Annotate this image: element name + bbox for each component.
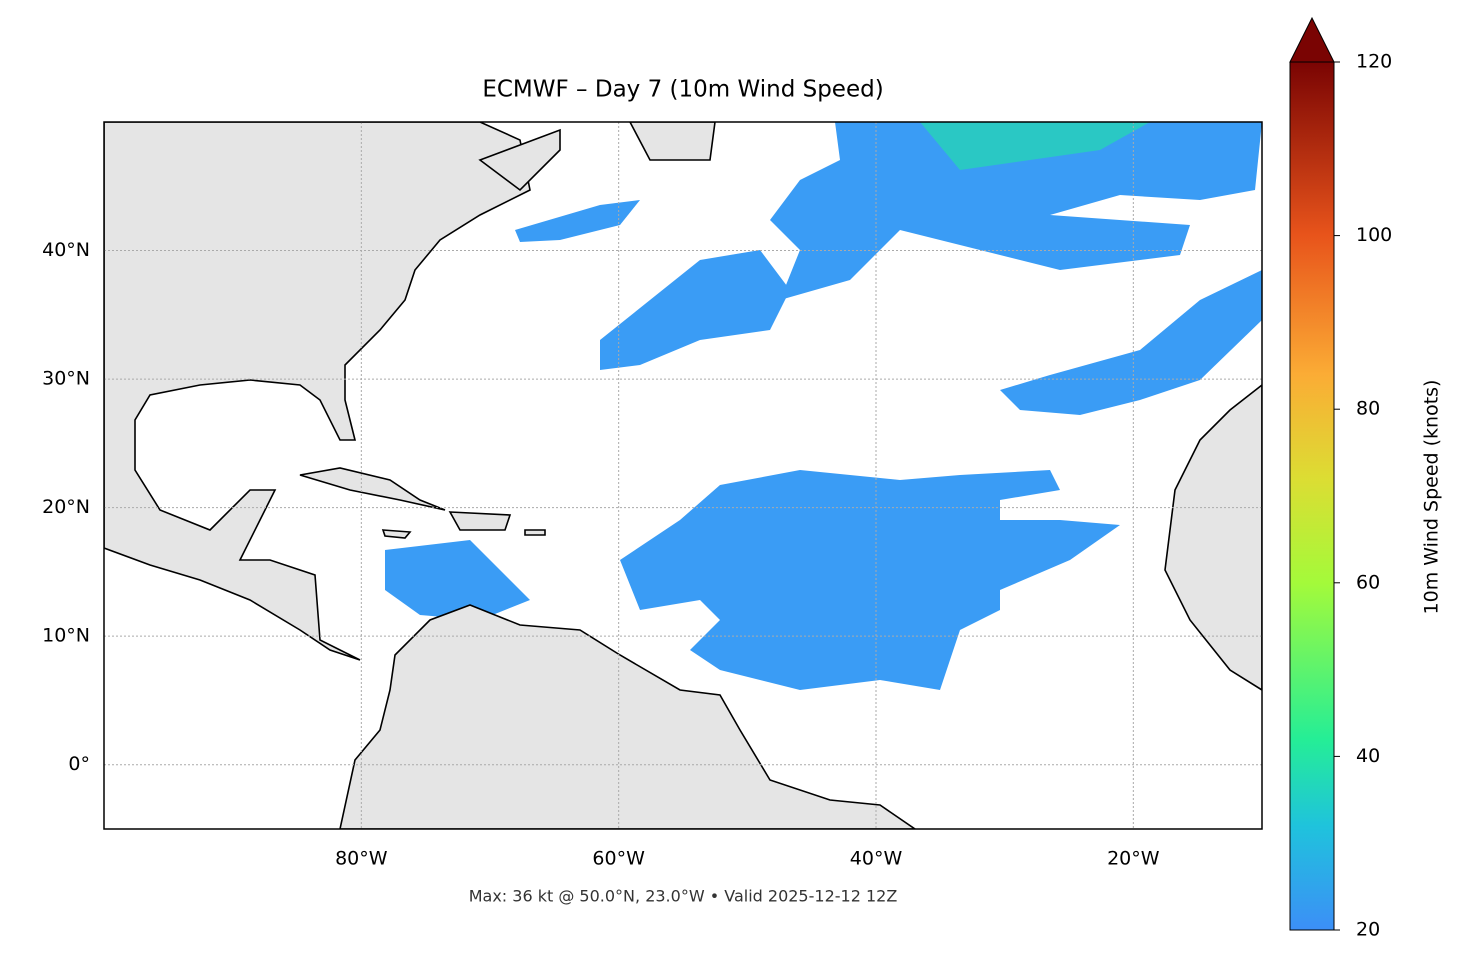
y-tick-label: 30°N [42,368,90,390]
x-tick-label: 20°W [1107,848,1160,870]
y-tick-label: 40°N [42,239,90,261]
colorbar [1289,61,1335,931]
colorbar-tick-label: 60 [1356,571,1380,593]
wind-field [385,122,1262,690]
chart-title: ECMWF – Day 7 (10m Wind Speed) [482,77,883,103]
x-tick-label: 80°W [335,848,388,870]
map-area [104,122,1262,829]
land [104,122,1262,829]
colorbar-extend [1289,16,1335,63]
footnote: Max: 36 kt @ 50.0°N, 23.0°W • Valid 2025… [469,887,898,906]
grid [104,122,1262,829]
x-tick-label: 60°W [592,848,645,870]
colorbar-tick-label: 80 [1356,398,1380,420]
colorbar-tick-label: 100 [1356,224,1392,246]
colorbar-tick-label: 20 [1356,919,1380,941]
colorbar-tick-label: 40 [1356,745,1380,767]
axes-frame [103,121,1263,830]
y-tick-label: 10°N [42,625,90,647]
y-tick-label: 0° [68,753,90,775]
x-tick-label: 40°W [850,848,903,870]
colorbar-tick-label: 120 [1356,51,1392,73]
colorbar-label: 10m Wind Speed (knots) [1421,380,1443,615]
y-tick-label: 20°N [42,496,90,518]
